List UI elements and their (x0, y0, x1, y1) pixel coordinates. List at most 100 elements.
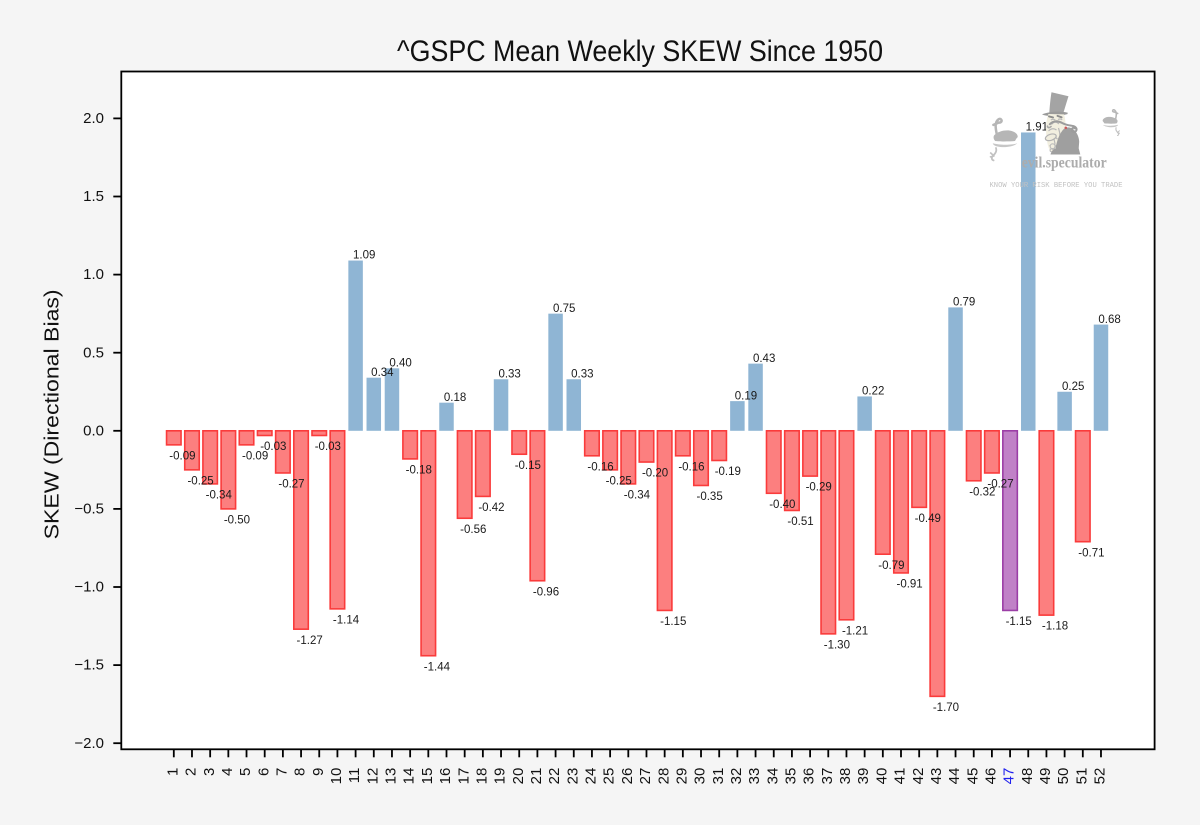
svg-text:-0.09: -0.09 (242, 450, 268, 462)
svg-text:34: 34 (764, 768, 781, 785)
svg-text:18: 18 (473, 768, 490, 785)
svg-text:0.34: 0.34 (371, 367, 394, 379)
svg-text:−1.0: −1.0 (74, 579, 104, 596)
svg-text:-0.32: -0.32 (969, 486, 995, 498)
svg-text:−0.5: −0.5 (74, 501, 104, 518)
svg-text:-0.40: -0.40 (769, 499, 795, 511)
svg-text:47: 47 (1001, 768, 1018, 785)
svg-text:-0.50: -0.50 (224, 515, 250, 527)
svg-text:-0.49: -0.49 (915, 513, 941, 525)
svg-text:-0.16: -0.16 (678, 461, 704, 473)
svg-text:0.33: 0.33 (498, 368, 520, 380)
svg-text:0.68: 0.68 (1098, 314, 1120, 326)
svg-text:37: 37 (819, 768, 836, 785)
svg-text:16: 16 (437, 768, 454, 785)
svg-text:-0.29: -0.29 (806, 482, 832, 494)
svg-text:-0.09: -0.09 (169, 450, 195, 462)
svg-text:35: 35 (783, 768, 800, 785)
svg-text:-1.27: -1.27 (297, 635, 323, 647)
svg-text:26: 26 (619, 768, 636, 785)
svg-text:-0.25: -0.25 (606, 475, 632, 487)
svg-text:-1.70: -1.70 (933, 702, 959, 714)
svg-text:KNOW YOUR RISK BEFORE YOU TRAD: KNOW YOUR RISK BEFORE YOU TRADE (990, 182, 1124, 190)
svg-text:50: 50 (1055, 768, 1072, 785)
svg-text:4: 4 (219, 768, 236, 776)
svg-text:-0.19: -0.19 (715, 466, 741, 478)
svg-text:-0.18: -0.18 (406, 465, 432, 477)
svg-text:36: 36 (801, 768, 818, 785)
svg-text:−1.5: −1.5 (74, 657, 104, 674)
svg-text:-1.30: -1.30 (824, 639, 850, 651)
svg-text:5: 5 (237, 768, 254, 776)
svg-text:32: 32 (728, 768, 745, 785)
svg-text:SKEW (Directional Bias): SKEW (Directional Bias) (41, 289, 64, 539)
svg-text:-0.56: -0.56 (460, 524, 486, 536)
svg-text:38: 38 (837, 768, 854, 785)
svg-text:2: 2 (183, 768, 200, 776)
svg-text:-0.34: -0.34 (206, 490, 233, 502)
svg-text:21: 21 (528, 768, 545, 785)
svg-text:0.40: 0.40 (389, 358, 411, 370)
svg-text:0.25: 0.25 (1062, 381, 1084, 393)
svg-text:-0.96: -0.96 (533, 586, 559, 598)
svg-text:42: 42 (910, 768, 927, 785)
svg-text:-0.25: -0.25 (187, 475, 213, 487)
svg-text:-0.16: -0.16 (587, 461, 613, 473)
svg-text:evil.speculator: evil.speculator (1022, 154, 1108, 172)
svg-text:30: 30 (692, 768, 709, 785)
svg-text:52: 52 (1092, 768, 1109, 785)
svg-text:-0.03: -0.03 (260, 441, 286, 453)
svg-text:-1.44: -1.44 (424, 661, 451, 673)
svg-text:14: 14 (401, 768, 418, 785)
svg-text:^GSPC Mean Weekly SKEW Since 1: ^GSPC Mean Weekly SKEW Since 1950 (397, 35, 883, 68)
svg-text:13: 13 (383, 768, 400, 785)
svg-text:3: 3 (201, 768, 218, 776)
svg-text:0.75: 0.75 (553, 303, 575, 315)
svg-text:0.43: 0.43 (753, 353, 775, 365)
svg-text:29: 29 (673, 768, 690, 785)
svg-text:33: 33 (746, 768, 763, 785)
svg-text:25: 25 (601, 768, 618, 785)
svg-text:-0.42: -0.42 (478, 502, 504, 514)
svg-text:45: 45 (964, 768, 981, 785)
svg-text:17: 17 (455, 768, 472, 785)
svg-text:7: 7 (273, 768, 290, 776)
svg-text:22: 22 (546, 768, 563, 785)
svg-text:−2.0: −2.0 (74, 735, 104, 752)
svg-text:44: 44 (946, 768, 963, 785)
svg-text:1: 1 (164, 768, 181, 776)
svg-text:-0.27: -0.27 (987, 479, 1013, 491)
svg-text:0.5: 0.5 (83, 344, 104, 361)
svg-text:0.22: 0.22 (862, 386, 884, 398)
svg-text:40: 40 (873, 768, 890, 785)
svg-text:-0.34: -0.34 (624, 490, 651, 502)
svg-text:15: 15 (419, 768, 436, 785)
svg-text:49: 49 (1037, 768, 1054, 785)
svg-text:-1.15: -1.15 (660, 616, 686, 628)
svg-text:51: 51 (1073, 768, 1090, 785)
svg-text:48: 48 (1019, 768, 1036, 785)
svg-text:-1.18: -1.18 (1042, 621, 1068, 633)
svg-text:0.33: 0.33 (571, 368, 593, 380)
svg-text:10: 10 (328, 768, 345, 785)
svg-text:23: 23 (564, 768, 581, 785)
svg-text:28: 28 (655, 768, 672, 785)
svg-text:9: 9 (310, 768, 327, 776)
svg-text:-0.71: -0.71 (1078, 547, 1104, 559)
svg-text:39: 39 (855, 768, 872, 785)
svg-text:-0.15: -0.15 (515, 460, 541, 472)
svg-text:31: 31 (710, 768, 727, 785)
svg-text:27: 27 (637, 768, 654, 785)
svg-text:-1.15: -1.15 (1006, 616, 1032, 628)
svg-text:-1.14: -1.14 (333, 614, 360, 626)
svg-text:1.09: 1.09 (353, 250, 375, 262)
svg-text:-0.35: -0.35 (697, 491, 723, 503)
svg-text:11: 11 (346, 768, 363, 784)
svg-text:41: 41 (892, 768, 909, 785)
svg-text:24: 24 (583, 768, 600, 785)
svg-text:1.0: 1.0 (83, 266, 104, 283)
svg-text:-0.91: -0.91 (896, 579, 922, 591)
svg-text:-0.03: -0.03 (315, 441, 341, 453)
svg-text:0.79: 0.79 (953, 297, 975, 309)
svg-text:0.18: 0.18 (444, 392, 466, 404)
